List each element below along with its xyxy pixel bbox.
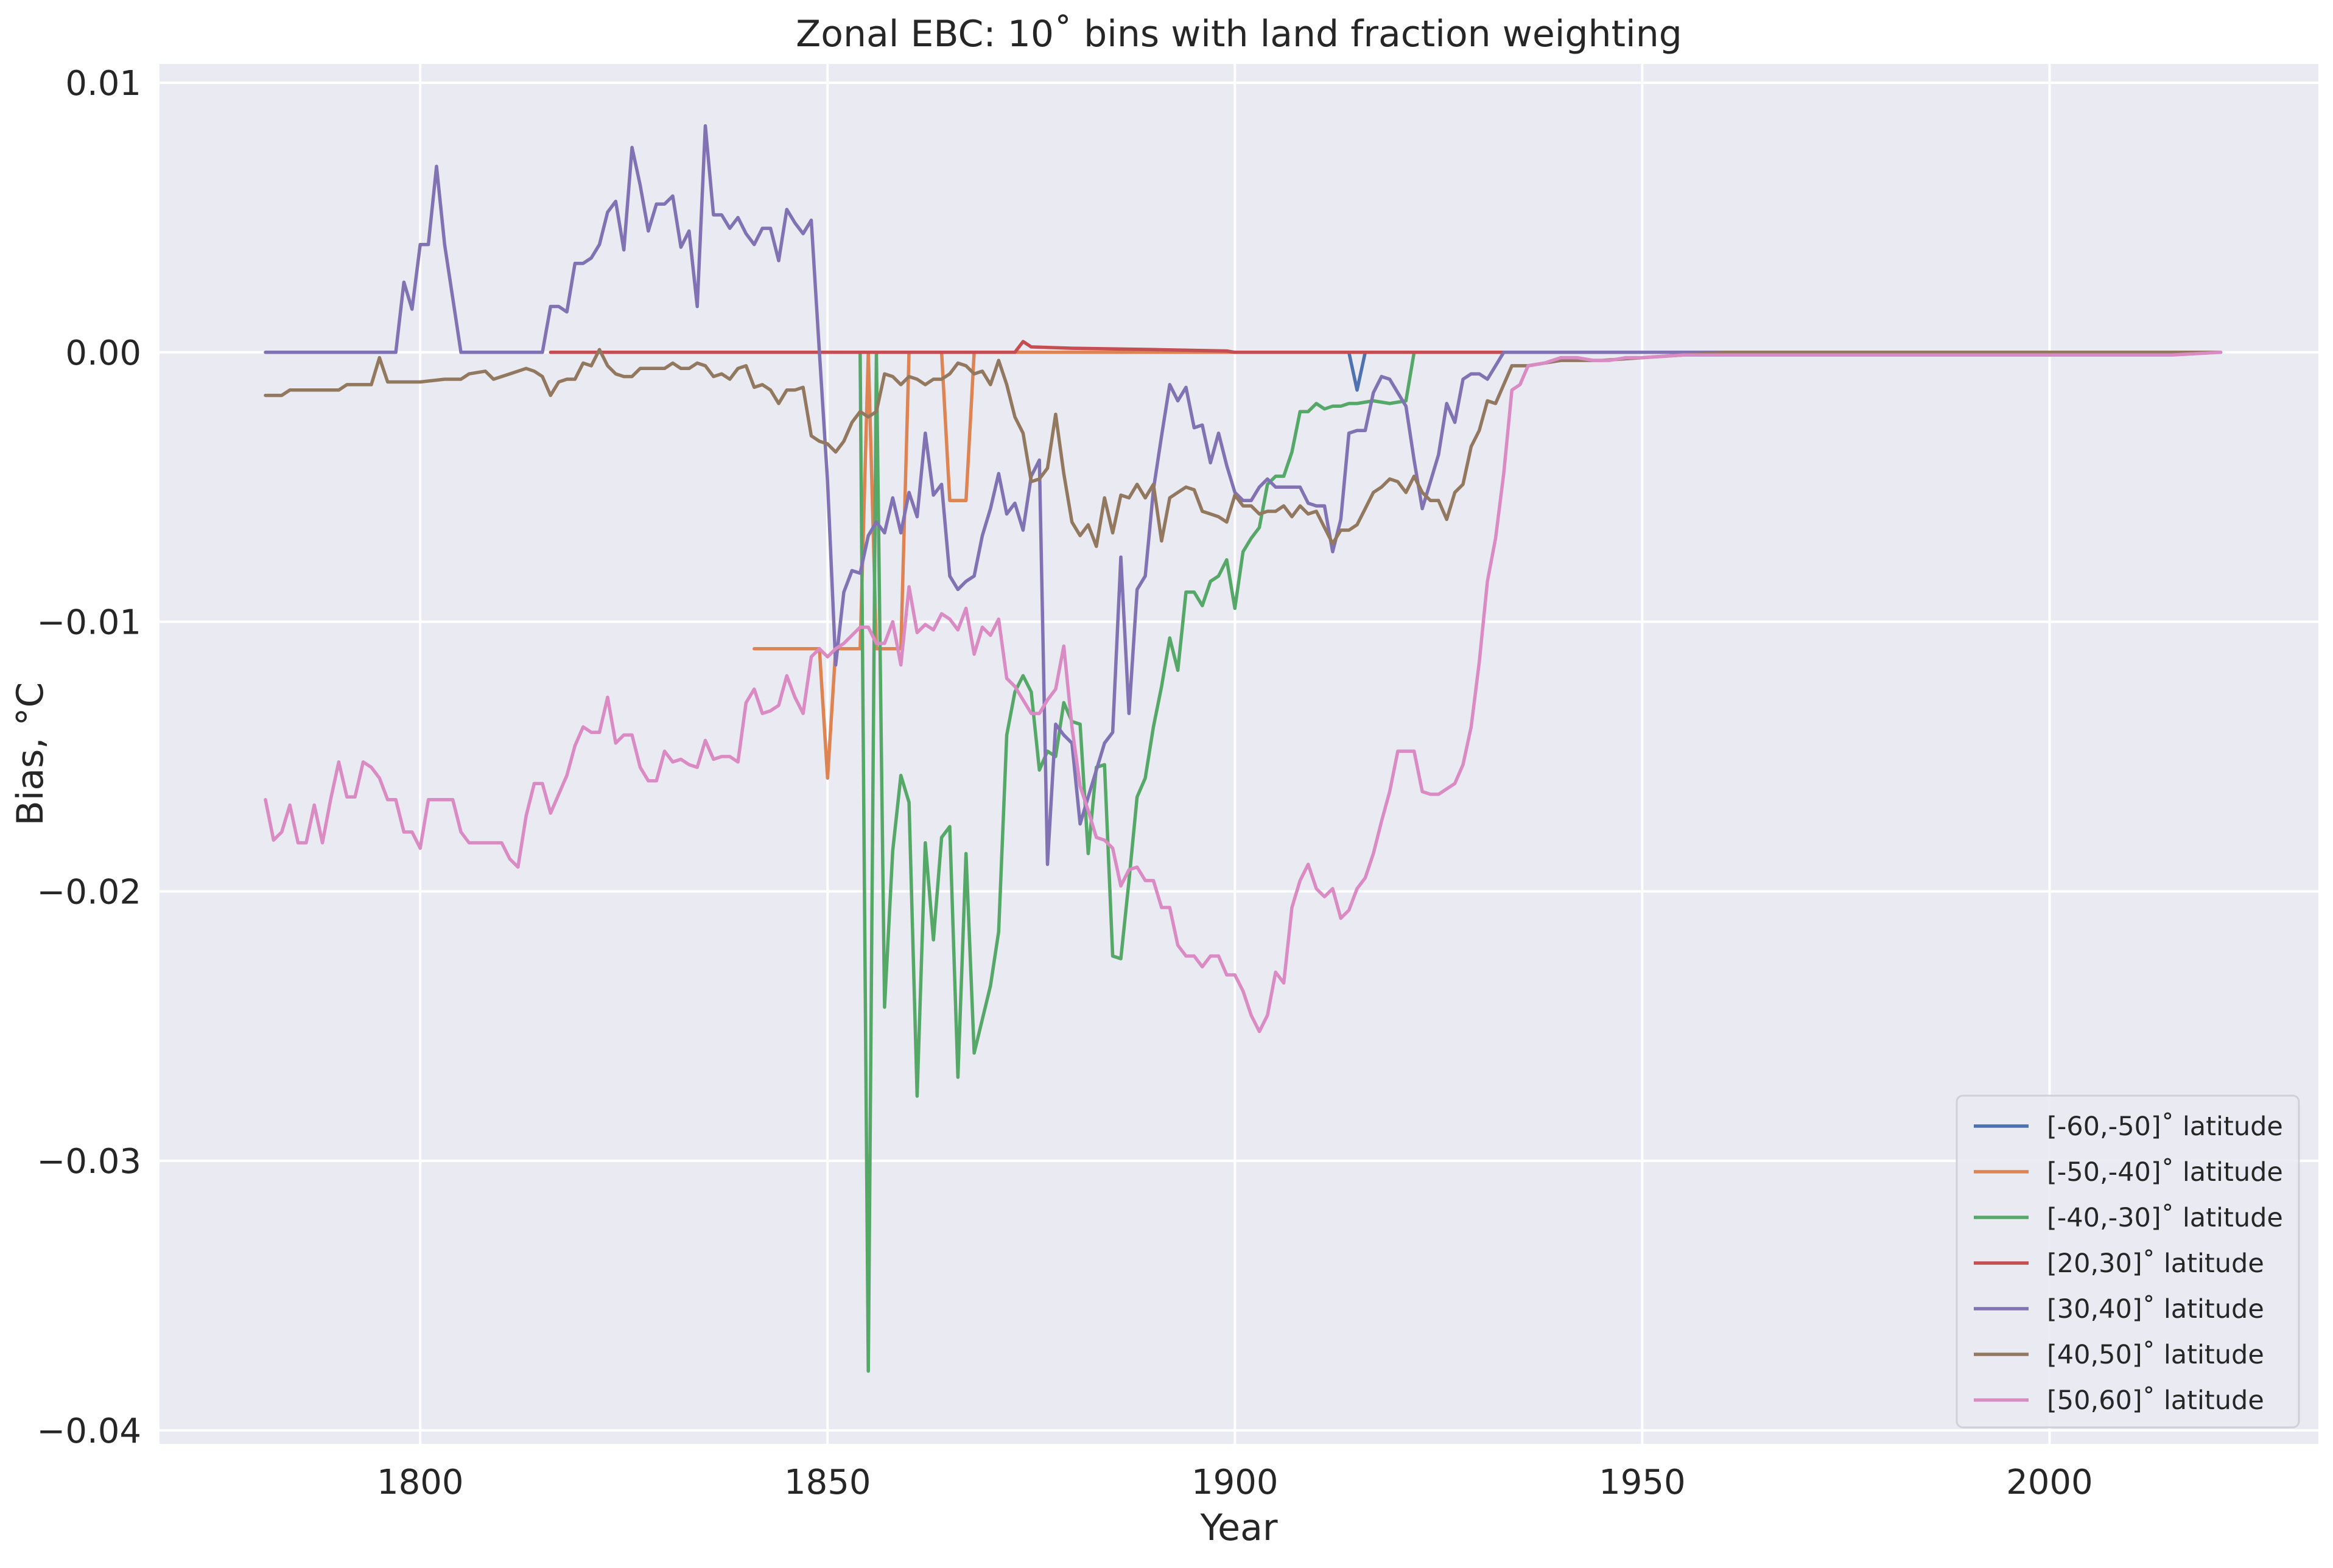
- y-tick-label: 0.00: [65, 334, 141, 373]
- legend-label: [30,40]˚ latitude: [2047, 1294, 2264, 1325]
- legend-label: [50,60]˚ latitude: [2047, 1385, 2264, 1416]
- x-tick-label: 1950: [1599, 1463, 1686, 1502]
- legend-label: [20,30]˚ latitude: [2047, 1248, 2264, 1279]
- legend-label: [-60,-50]˚ latitude: [2047, 1111, 2283, 1142]
- x-tick-label: 2000: [2006, 1463, 2093, 1502]
- legend: [-60,-50]˚ latitude [-50,-40]˚ latitude [-…: [1956, 1094, 2300, 1429]
- tick-labels: 1800 1850 1900 1950 2000 0.01 0.00 −0.01 −0.02 −0…: [37, 64, 2093, 1502]
- series-line-6: [264, 348, 2223, 548]
- legend-label: [40,50]˚ latitude: [2047, 1340, 2264, 1370]
- y-axis-title: Bias, °C: [9, 682, 52, 826]
- series-line-2: [753, 351, 2223, 780]
- y-tick-label: −0.01: [37, 603, 141, 643]
- y-tick-label: −0.02: [37, 872, 141, 912]
- series-line-5: [264, 124, 2223, 866]
- legend-label: [-40,-30]˚ latitude: [2047, 1203, 2283, 1233]
- x-tick-label: 1900: [1191, 1463, 1279, 1502]
- x-tick-label: 1800: [377, 1463, 464, 1502]
- series-line-3: [858, 351, 2223, 1373]
- series-line-4: [549, 340, 2223, 354]
- legend-label: [-50,-40]˚ latitude: [2047, 1157, 2283, 1188]
- y-tick-label: −0.03: [37, 1142, 141, 1181]
- legend-box: [1956, 1094, 2300, 1429]
- y-tick-label: −0.04: [37, 1412, 141, 1451]
- series-lines: [264, 124, 2223, 1373]
- chart-title: Zonal EBC: 10˚ bins with land fraction w…: [796, 13, 1682, 55]
- y-tick-label: 0.01: [65, 64, 141, 103]
- series-line-7: [264, 351, 2223, 1034]
- x-axis-title: Year: [1199, 1507, 1277, 1549]
- x-tick-label: 1850: [784, 1463, 871, 1502]
